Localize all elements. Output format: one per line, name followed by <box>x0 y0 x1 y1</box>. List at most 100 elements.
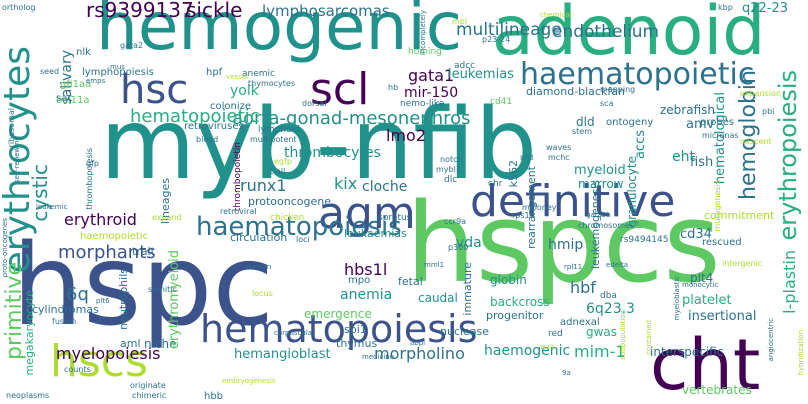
word-corpuscular: corpuscular <box>274 329 315 337</box>
word-abpl: abpl <box>410 339 426 347</box>
word-chromosomes: chromosomes <box>578 221 635 230</box>
word-waves: waves <box>546 143 572 152</box>
word-accs: accs <box>633 130 648 160</box>
word-chicken: chicken <box>270 213 305 223</box>
word-p300: p300 <box>448 243 469 252</box>
word-egfp: egfp <box>274 157 292 166</box>
word-mpo: mpo <box>348 275 371 286</box>
word-erythroid: erythroid <box>64 210 137 229</box>
word-nemo-like: nemo-like <box>400 99 445 109</box>
word-thymocytes: thymocytes <box>248 79 295 88</box>
word-haematopoiesis: haematopoiesis <box>196 212 402 242</box>
word-cylindromas: cylindromas <box>32 303 99 316</box>
word-homing: homing <box>408 47 442 57</box>
word-adcc: adcc <box>454 61 476 71</box>
word-chemical: chemical <box>540 11 572 19</box>
word-6q: 6q <box>66 284 89 305</box>
word-mapping: mapping <box>600 85 636 94</box>
word-rescued: rescued <box>702 237 742 248</box>
word-yolk: yolk <box>230 83 259 99</box>
word-emergence: emergence <box>304 307 372 321</box>
word-blood: blood <box>196 135 219 144</box>
word-gfi1aa: gfi1aa <box>60 79 92 90</box>
word-q22-23: q22-23 <box>742 1 789 16</box>
word-counts: counts <box>64 365 91 374</box>
word-nuclease: nuclease <box>440 325 490 338</box>
word-angiocentric: angiocentric <box>767 318 775 362</box>
word-p23-24: p23-24 <box>482 35 511 44</box>
word-hspc: hspc <box>12 221 275 351</box>
word-bcl11a: bcl11a <box>56 95 90 106</box>
word-subpopulation: subpopulation <box>619 310 627 360</box>
word-runx1: runx1 <box>240 176 287 195</box>
word-nascent: nascent <box>740 137 772 146</box>
word-abelson: abelson <box>244 263 272 271</box>
word-k562: k562 <box>507 160 520 188</box>
word-edelta: edelta <box>606 261 629 269</box>
word-6q23.3: 6q23.3 <box>586 301 635 317</box>
word-morphants: morphants <box>58 242 156 263</box>
word-ccr9a: ccr9a <box>444 217 467 226</box>
word-sickle: sickle <box>186 0 243 22</box>
word-medicine: medicine <box>362 353 395 361</box>
word-gwas: gwas <box>586 325 618 339</box>
word-chimeric: chimeric <box>132 391 167 400</box>
word-chr: chr <box>488 179 503 189</box>
word-multipotent: multipotent <box>250 135 297 144</box>
word-retroviruses: retroviruses <box>184 121 244 132</box>
word-monocytic: monocytic <box>682 281 719 289</box>
word-adnexal: adnexal <box>560 317 600 328</box>
word-dorsal: dorsal <box>302 99 327 108</box>
word-hybridization: hybridization <box>797 330 805 376</box>
word-self-renewing: self-renewing <box>13 136 21 183</box>
word-hemangioblast: hemangioblast <box>234 347 331 362</box>
word-rps19: rps19 <box>512 211 535 220</box>
word-aorta-gonad-mesonephros: aorta-gonad-mesonephros <box>232 108 471 129</box>
word-vessel: vessel <box>226 73 248 81</box>
word-cd34: cd34 <box>680 227 712 242</box>
word-backcross: backcross <box>490 295 550 309</box>
word-platelet: platelet <box>682 293 732 308</box>
word-trait: trait <box>132 245 155 258</box>
word-lymphoid: lymphoid <box>258 125 300 135</box>
word-ortholog: ortholog <box>2 3 36 12</box>
word-nrd: nrd <box>520 153 534 162</box>
word-fish: fish <box>690 155 714 170</box>
word-ontogeny: ontogeny <box>606 117 654 128</box>
word-myeloid: myeloid <box>574 163 626 178</box>
word-wall: wall <box>540 343 554 351</box>
word-caudal: caudal <box>418 291 458 305</box>
word-proto-oncogenes: proto-oncogenes <box>1 218 9 278</box>
word-lymphopoiesis: lymphopoiesis <box>82 67 154 78</box>
word-granulocyte: granulocyte <box>625 156 639 228</box>
word-vertebrates: vertebrates <box>682 383 752 397</box>
word-cd41: cd41 <box>490 97 513 107</box>
word-insertional: insertional <box>688 309 757 324</box>
word-mpl: mpl <box>452 17 468 26</box>
word-haemogenic: haemogenic <box>484 343 571 359</box>
word-lmo2: lmo2 <box>386 126 426 145</box>
word-locus: locus <box>252 289 273 298</box>
word-expand: expand <box>152 213 182 222</box>
word-adenoid: adenoid <box>492 0 766 71</box>
word-myeloblastic: myeloblastic <box>673 276 681 321</box>
word-fetal: fetal <box>398 275 423 288</box>
word-myb-nfib: myb-nfib <box>100 88 538 202</box>
word-gfp: gfp <box>86 159 99 168</box>
word-moloney: moloney <box>522 203 557 212</box>
word-red: red <box>548 329 563 339</box>
word-intergenic: intergenic <box>722 259 763 268</box>
word-thrombopoietin: thrombopoietin <box>233 142 243 212</box>
word-notch: notch <box>440 155 463 164</box>
word-fusion: fusion <box>52 317 77 326</box>
word-cystic: cystic <box>28 164 52 222</box>
word-mim-1: mim-1 <box>574 342 626 361</box>
word-agm: agm <box>318 188 416 239</box>
word-erythromyeloid: erythromyeloid <box>167 250 182 350</box>
word-sac: sac <box>56 93 73 104</box>
word-gata2b: gata2b <box>586 211 611 219</box>
word-l-plastin: l-plastin <box>780 250 799 314</box>
word-mutagenesis: mutagenesis <box>713 180 722 232</box>
word-9a: 9a <box>562 369 571 377</box>
word-myelopoiesis: myelopoiesis <box>56 344 161 363</box>
